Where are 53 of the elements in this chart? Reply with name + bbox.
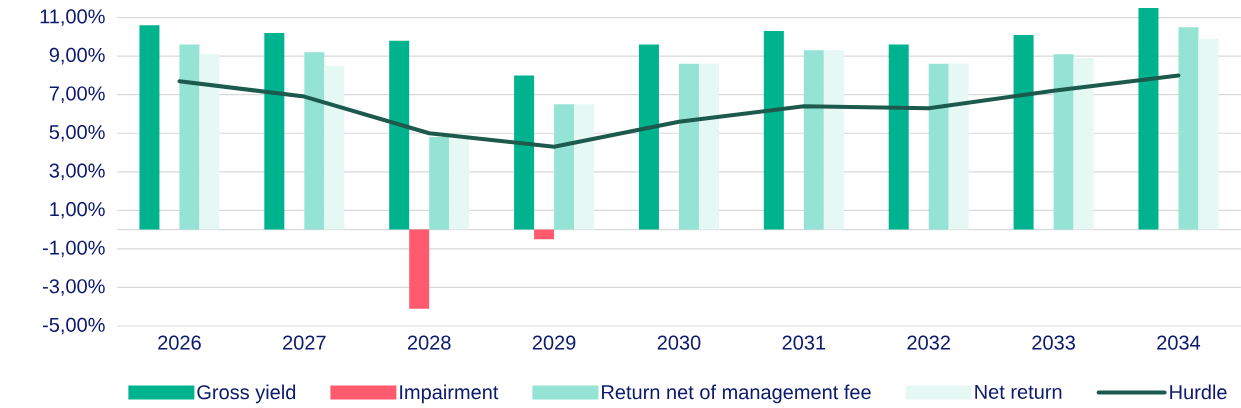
y-tick-label: 3,00% xyxy=(49,163,105,181)
bar xyxy=(179,44,200,230)
bar xyxy=(1073,58,1094,230)
bar xyxy=(304,52,325,230)
bar xyxy=(574,104,595,230)
bar xyxy=(928,63,949,230)
bar xyxy=(888,44,909,230)
bar xyxy=(948,63,969,230)
legend-label: Net return xyxy=(975,384,1062,399)
bar xyxy=(449,139,470,230)
bar xyxy=(678,63,699,230)
x-tick-label: 2032 xyxy=(907,335,950,350)
bar xyxy=(638,44,659,230)
x-tick-label: 2033 xyxy=(1032,335,1075,350)
y-tick-label: 1,00% xyxy=(50,202,105,219)
bar xyxy=(1053,54,1074,230)
bar xyxy=(534,229,555,240)
y-tick-label: 5,00% xyxy=(49,124,105,142)
bar xyxy=(409,229,430,309)
bar xyxy=(1198,38,1219,230)
bar xyxy=(514,75,535,230)
x-tick-label: 2027 xyxy=(283,335,326,350)
x-tick-label: 2030 xyxy=(657,335,701,350)
bar xyxy=(554,104,575,230)
y-tick-label: 9,00% xyxy=(49,47,105,65)
bar xyxy=(803,50,824,230)
bar xyxy=(199,54,220,230)
bar xyxy=(1013,34,1034,230)
legend-label: Return net of management fee xyxy=(602,384,871,404)
bar xyxy=(429,137,450,230)
y-tick-label: 11,00% xyxy=(40,9,105,26)
legend-label: Gross yield xyxy=(197,384,296,404)
legend-label: Impairment xyxy=(400,384,499,404)
bar xyxy=(823,50,844,230)
y-tick-label: 7,00% xyxy=(49,86,105,103)
y-tick-label: -1,00% xyxy=(43,240,105,258)
x-tick-label: 2034 xyxy=(1157,335,1201,350)
bar xyxy=(389,40,410,230)
bar xyxy=(324,65,345,230)
y-tick-label: -3,00% xyxy=(43,279,105,296)
bar xyxy=(698,63,719,230)
bar xyxy=(264,32,285,230)
x-tick-label: 2026 xyxy=(158,335,201,350)
x-tick-label: 2028 xyxy=(407,335,451,350)
line-series xyxy=(177,73,1181,149)
x-tick-label: 2031 xyxy=(782,335,826,350)
bar xyxy=(1138,7,1159,230)
bar xyxy=(763,31,784,230)
bar xyxy=(139,25,160,230)
legend-label: Hurdle xyxy=(1170,384,1227,400)
y-tick-label: -5,00% xyxy=(43,317,105,335)
x-tick-label: 2029 xyxy=(532,335,576,350)
bar xyxy=(1178,27,1199,230)
